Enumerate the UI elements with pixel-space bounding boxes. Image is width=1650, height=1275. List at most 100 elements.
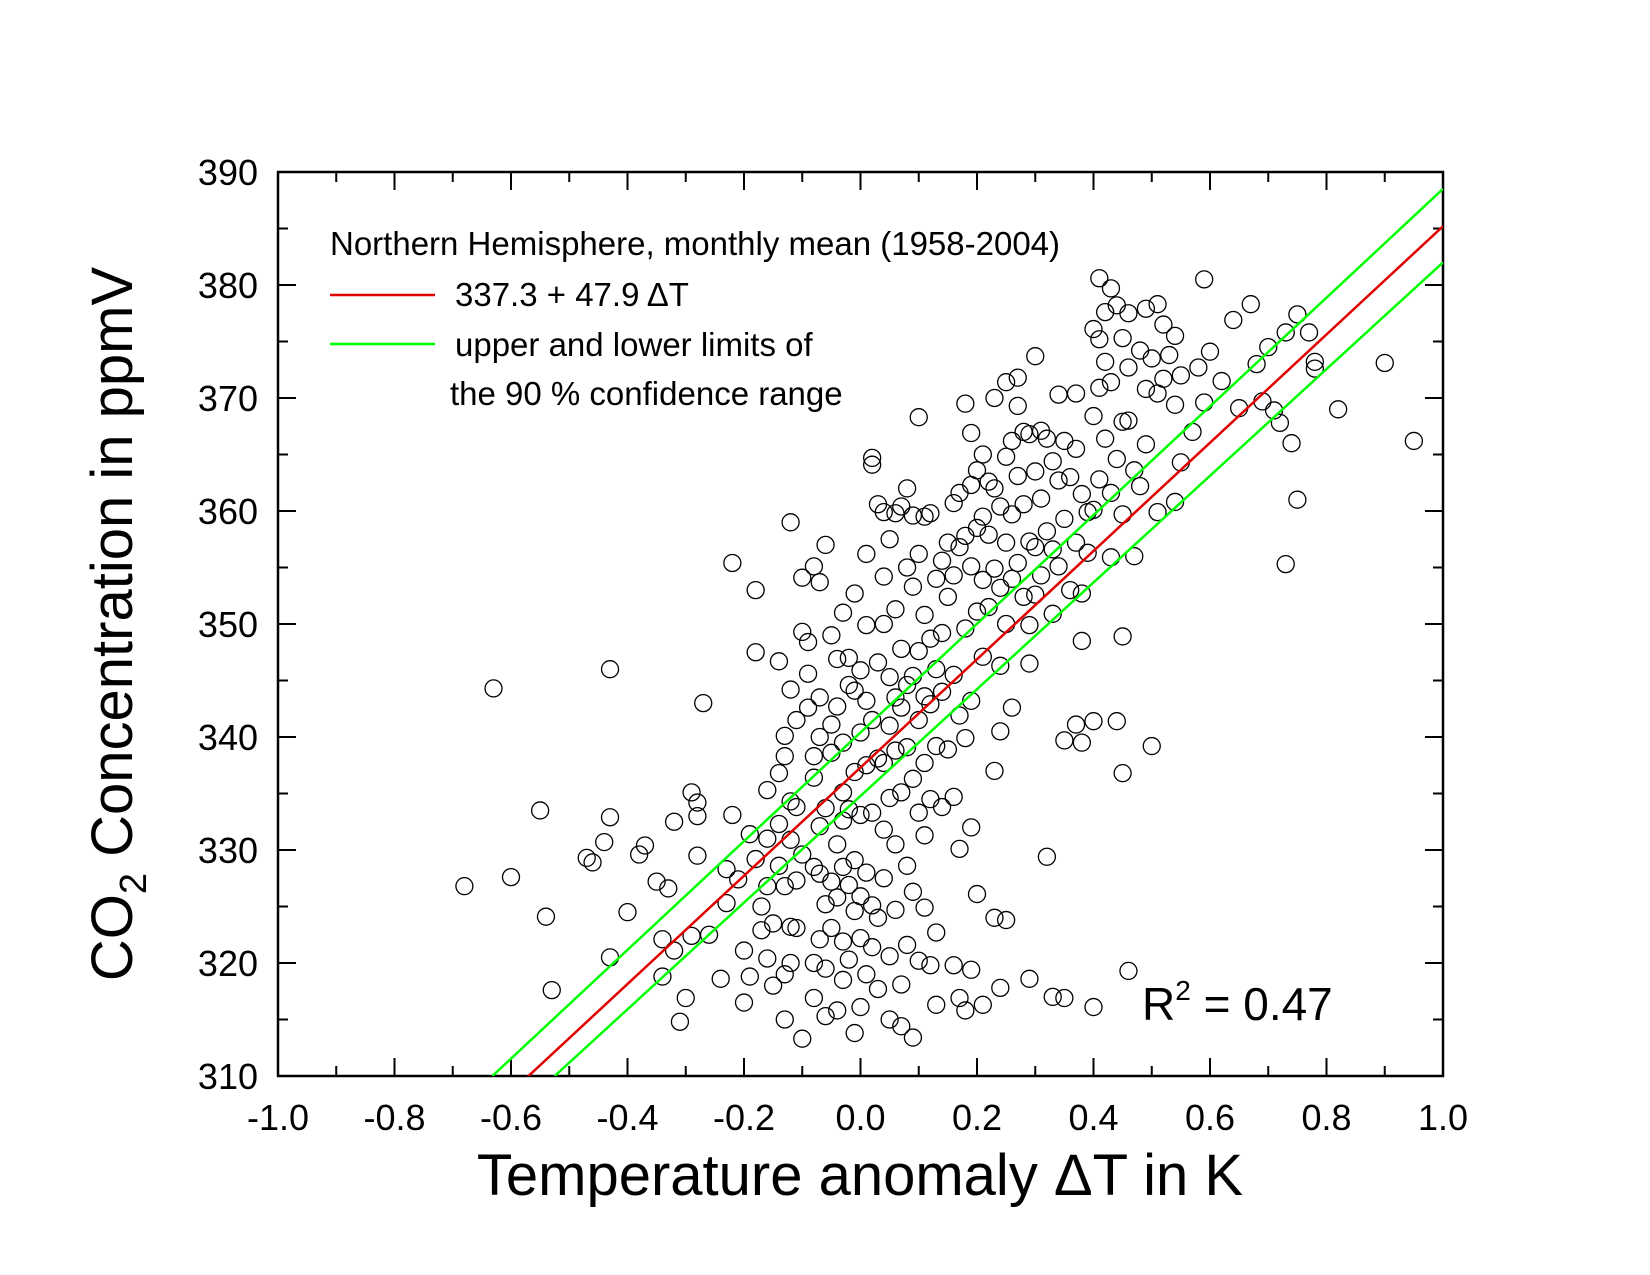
data-point	[1305, 352, 1324, 371]
data-point	[1119, 961, 1138, 981]
data-point	[857, 544, 876, 564]
data-point	[991, 722, 1010, 741]
data-point	[880, 667, 899, 687]
plot-frame	[276, 170, 1445, 1078]
data-point	[1066, 384, 1086, 403]
data-point	[804, 768, 824, 787]
data-point	[1288, 305, 1307, 324]
data-point	[1066, 715, 1086, 734]
data-point	[950, 483, 969, 503]
data-point	[845, 681, 864, 700]
x-tick-label: 0.6	[1185, 1097, 1235, 1138]
data-point	[647, 872, 666, 891]
y-tick-labels: 310 320 330 340 350 360 370 380 390	[198, 152, 258, 1097]
data-point	[536, 907, 556, 926]
data-point	[857, 615, 876, 635]
data-point	[996, 910, 1016, 930]
data-point	[1183, 422, 1202, 442]
data-point	[542, 980, 561, 1000]
data-point	[880, 530, 899, 549]
legend-ci-label-line2: the 90 % confidence range	[450, 375, 843, 412]
data-point	[962, 423, 981, 443]
data-point	[944, 665, 963, 684]
data-point	[1276, 554, 1295, 574]
data-point	[927, 736, 946, 756]
data-point	[985, 388, 1004, 408]
data-point	[921, 695, 940, 714]
data-point	[973, 647, 992, 666]
data-point	[863, 448, 882, 468]
data-point	[897, 738, 917, 757]
data-point	[863, 710, 882, 730]
data-point	[664, 812, 684, 831]
data-point	[793, 845, 812, 864]
data-point	[763, 914, 783, 933]
legend: Northern Hemisphere, monthly mean (1958-…	[330, 225, 1060, 412]
data-point	[897, 935, 917, 955]
data-point	[833, 733, 853, 752]
y-tick-label: 360	[198, 491, 258, 532]
data-point	[1096, 302, 1115, 322]
data-point	[775, 726, 794, 746]
data-point	[973, 445, 992, 464]
data-point	[874, 614, 893, 634]
data-point	[1008, 396, 1027, 416]
data-point	[915, 507, 934, 526]
data-point	[857, 863, 876, 882]
data-point	[530, 801, 550, 820]
data-point	[810, 688, 829, 707]
data-point	[1224, 310, 1243, 330]
data-point	[1020, 654, 1039, 673]
data-point	[839, 648, 858, 668]
data-point	[950, 538, 969, 557]
data-point	[839, 675, 858, 695]
data-point	[979, 597, 998, 617]
data-point	[816, 895, 835, 914]
data-point	[787, 797, 806, 817]
data-point	[956, 728, 975, 748]
data-point	[880, 716, 899, 735]
data-point	[798, 698, 818, 717]
data-point	[1031, 566, 1051, 585]
ci-upper-line	[491, 188, 1443, 1076]
data-point	[944, 493, 963, 513]
data-point	[1055, 431, 1074, 451]
data-point	[1084, 712, 1103, 731]
data-point	[1055, 988, 1074, 1008]
data-point	[1078, 543, 1097, 562]
x-tick-label: -0.8	[363, 1097, 425, 1138]
data-point	[857, 965, 876, 984]
data-point	[967, 602, 987, 621]
data-point	[758, 949, 777, 968]
data-point	[810, 727, 829, 747]
data-point	[892, 975, 911, 994]
data-point	[828, 1001, 847, 1020]
data-point	[694, 693, 713, 713]
data-point	[775, 1010, 794, 1029]
data-point	[1195, 393, 1214, 412]
data-point	[863, 938, 882, 957]
data-point	[804, 953, 824, 973]
data-point	[746, 849, 765, 869]
data-point	[903, 882, 923, 901]
data-point	[1136, 299, 1156, 318]
data-point	[897, 558, 917, 577]
data-point	[618, 903, 637, 922]
data-point	[1130, 341, 1150, 360]
data-point	[455, 877, 474, 896]
data-point	[1101, 483, 1121, 503]
data-point	[868, 653, 888, 672]
data-point	[1142, 736, 1161, 756]
data-point	[1404, 431, 1424, 451]
data-point	[734, 941, 754, 960]
ci-lower-line	[553, 261, 1443, 1076]
data-point	[1142, 349, 1161, 368]
data-point	[1148, 295, 1167, 314]
data-point	[973, 507, 992, 526]
data-point	[775, 747, 794, 766]
data-point	[950, 706, 969, 725]
y-axis-title: CO2 Concentration in ppmV	[80, 267, 155, 982]
data-point	[1165, 492, 1185, 512]
data-point	[822, 872, 841, 891]
data-point	[1270, 413, 1290, 433]
